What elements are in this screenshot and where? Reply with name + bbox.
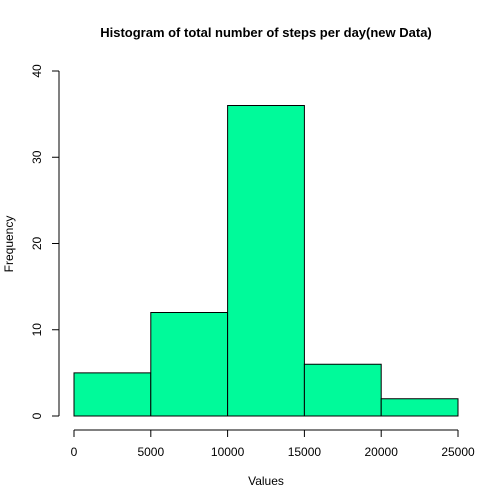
x-axis-label: Values: [248, 474, 284, 488]
y-tick-label: 20: [30, 237, 44, 251]
histogram-bar-2: [227, 105, 305, 417]
x-tick-label: 10000: [211, 445, 245, 459]
y-axis-label: Frequency: [2, 216, 16, 273]
x-tick-label: 20000: [365, 445, 399, 459]
histogram-bar-1: [150, 312, 229, 417]
y-tick-label: 30: [30, 150, 44, 164]
x-tick-label: 15000: [288, 445, 322, 459]
histogram-bar-4: [380, 398, 459, 417]
x-tick-label: 5000: [137, 445, 164, 459]
x-tick-label: 25000: [441, 445, 475, 459]
y-tick-label: 0: [30, 412, 44, 419]
chart-title: Histogram of total number of steps per d…: [100, 25, 432, 40]
y-tick-label: 10: [30, 323, 44, 337]
y-axis: 0 10 20 30 40: [30, 64, 60, 419]
histogram-bar-3: [303, 363, 382, 417]
y-tick-label: 40: [30, 64, 44, 78]
x-tick-label: 0: [71, 445, 78, 459]
x-axis: 0 5000 10000 15000 20000 25000: [71, 429, 475, 459]
histogram-bar-0: [73, 372, 152, 417]
bars-group: [73, 105, 459, 417]
